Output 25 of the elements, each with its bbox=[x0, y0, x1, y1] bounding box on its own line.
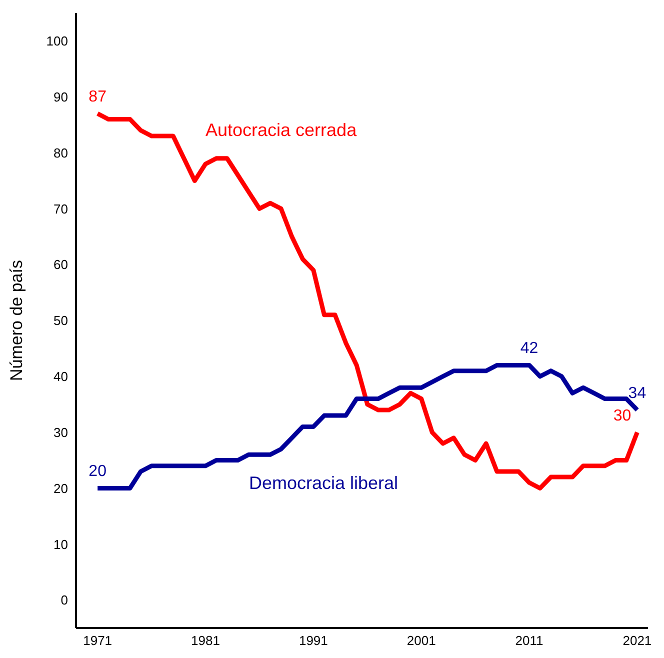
x-tick-label: 1991 bbox=[298, 633, 328, 648]
series-label: Democracia liberal bbox=[248, 473, 398, 494]
y-tick-label: 80 bbox=[54, 145, 68, 160]
x-tick-label: 2011 bbox=[515, 633, 544, 648]
data-label: 34 bbox=[628, 384, 646, 402]
y-tick-label: 60 bbox=[54, 257, 68, 272]
x-tick-label: 2021 bbox=[622, 633, 652, 648]
y-tick-label: 40 bbox=[54, 369, 68, 384]
x-tick-label: 1971 bbox=[83, 633, 112, 648]
y-axis-title: Número de país bbox=[7, 260, 26, 381]
data-label: 30 bbox=[613, 407, 632, 424]
x-tick-label: 2001 bbox=[406, 633, 436, 648]
y-tick-label: 70 bbox=[54, 201, 68, 216]
y-tick-label: 100 bbox=[46, 34, 68, 49]
data-label: 20 bbox=[88, 463, 107, 480]
y-tick-label: 30 bbox=[54, 424, 68, 440]
y-tick-label: 10 bbox=[54, 536, 68, 552]
y-tick-label: 0 bbox=[60, 592, 68, 608]
y-tick-label: 20 bbox=[54, 480, 68, 496]
data-label: 42 bbox=[520, 340, 538, 358]
data-label: 87 bbox=[88, 88, 107, 106]
y-tick-label: 90 bbox=[54, 89, 68, 104]
series-label: Autocracia cerrada bbox=[206, 120, 358, 140]
x-tick-label: 1981 bbox=[191, 633, 220, 648]
y-tick-label: 50 bbox=[54, 313, 68, 328]
